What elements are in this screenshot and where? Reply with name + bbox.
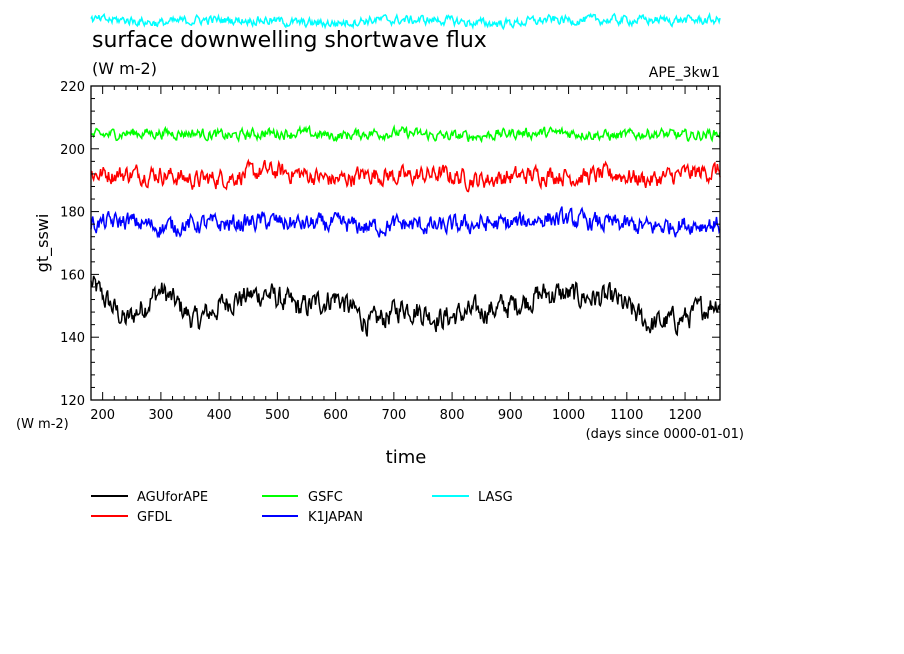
y-axis-label: gt_sswi [33,214,53,273]
x-tick-label: 500 [265,408,290,423]
x-tick-label: 600 [323,408,348,423]
legend-label-aguforape: AGUforAPE [137,490,208,505]
y-tick-label: 160 [60,268,85,283]
x-tick-label: 300 [148,408,173,423]
series-line-gsfc [90,124,721,144]
legend-label-k1japan: K1JAPAN [308,510,363,525]
x-tick-label: 800 [440,408,465,423]
y-tick-label: 140 [60,331,85,346]
x-tick-label: 900 [498,408,523,423]
x-axis-label: time [386,447,427,468]
y-tick-label: 220 [60,80,85,95]
legend: AGUforAPE GFDL GSFC K1JAPAN LASG [91,490,513,525]
y-tick-label: 120 [60,394,85,409]
x-tick-label: 1100 [610,408,643,423]
series-line-aguforape [90,275,721,337]
legend-label-lasg: LASG [478,490,513,505]
chart-title: surface downwelling shortwave flux [92,28,487,53]
series-line-gfdl [90,158,721,193]
x-tick-label: 1000 [552,408,585,423]
x-units-label: (days since 0000-01-01) [586,427,744,442]
series-line-k1japan [90,206,721,239]
x-tick-label: 200 [90,408,115,423]
legend-label-gsfc: GSFC [308,490,343,505]
legend-label-gfdl: GFDL [137,510,173,525]
x-tick-label: 700 [381,408,406,423]
experiment-label: APE_3kw1 [649,65,720,81]
x-tick-label: 1200 [669,408,702,423]
y-units-label: (W m-2) [16,417,69,432]
series-line-lasg [90,11,721,31]
x-tick-label: 400 [207,408,232,423]
y-tick-label: 200 [60,143,85,158]
chart-units: (W m-2) [92,59,157,78]
y-tick-label: 180 [60,206,85,221]
tick-layer: 200 300 400 500 600 700 800 900 1000 1100 1200 120 1… [60,80,721,423]
series-layer [90,11,721,337]
